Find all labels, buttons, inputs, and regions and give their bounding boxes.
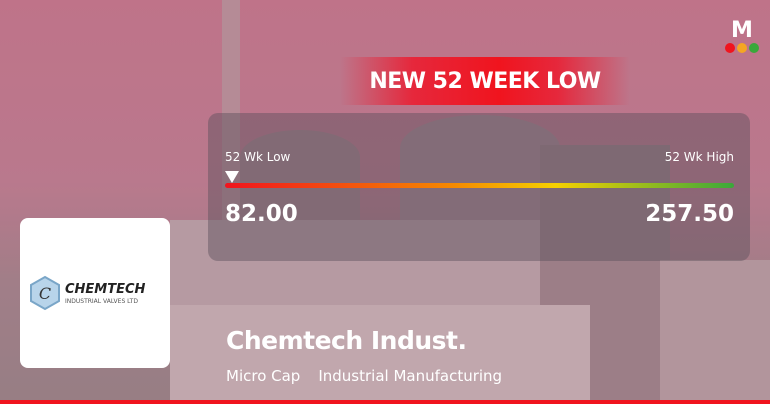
bottom-accent-line: [0, 400, 770, 404]
alert-label: NEW 52 WEEK LOW: [369, 68, 601, 94]
high-value: 257.50: [645, 201, 734, 227]
sector-tag: Industrial Manufacturing: [318, 367, 503, 385]
range-bar: [225, 183, 734, 188]
brand-logo: M: [724, 20, 760, 54]
svg-text:INDUSTRIAL VALVES LTD: INDUSTRIAL VALVES LTD: [65, 298, 138, 305]
svg-text:CHEMTECH: CHEMTECH: [65, 282, 146, 297]
brand-dot-green: [749, 43, 759, 53]
low-value: 82.00: [225, 201, 298, 227]
high-label: 52 Wk High: [664, 150, 734, 164]
svg-text:C: C: [39, 284, 51, 303]
brand-dot-orange: [737, 43, 747, 53]
current-price-marker-icon: [225, 171, 239, 183]
brand-dot-red: [725, 43, 735, 53]
low-label: 52 Wk Low: [225, 150, 291, 164]
brand-logo-letter: M: [731, 18, 753, 43]
range-panel: 52 Wk Low 52 Wk High 82.00 257.50: [208, 113, 750, 261]
company-logo: C CHEMTECH INDUSTRIAL VALVES LTD: [20, 218, 170, 368]
market-cap-tag: Micro Cap: [226, 367, 301, 385]
alert-banner: NEW 52 WEEK LOW: [340, 57, 630, 105]
company-logo-image: C CHEMTECH INDUSTRIAL VALVES LTD: [30, 275, 146, 311]
company-name: Chemtech Indust.: [226, 326, 467, 355]
